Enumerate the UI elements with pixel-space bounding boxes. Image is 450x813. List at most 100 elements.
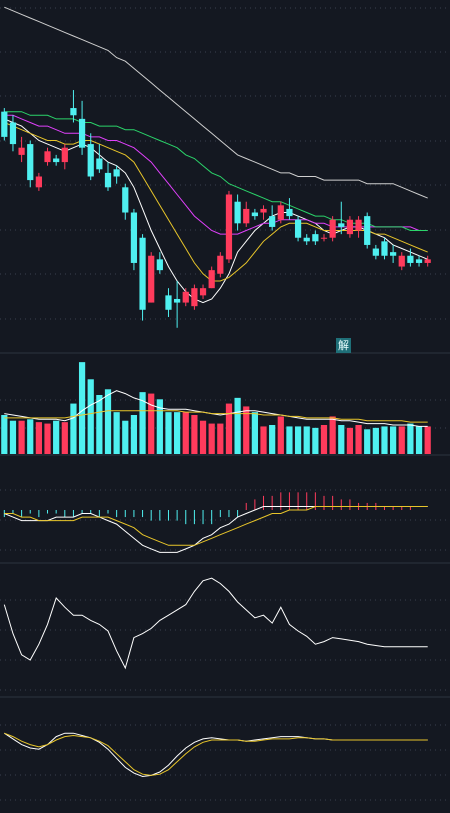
candle-body bbox=[390, 252, 397, 256]
volume-bar bbox=[156, 399, 163, 454]
volume-bar bbox=[96, 395, 103, 454]
candle-body bbox=[243, 208, 250, 224]
candle-body bbox=[9, 122, 17, 145]
volume-bar bbox=[234, 397, 241, 454]
candle-body bbox=[139, 237, 146, 310]
volume-bar bbox=[338, 425, 345, 454]
candle-body bbox=[398, 255, 405, 267]
candle-body bbox=[234, 201, 241, 224]
candle-body bbox=[35, 176, 42, 188]
volume-ma-line bbox=[4, 410, 428, 423]
volume-bar bbox=[139, 392, 146, 454]
oscillator-line bbox=[3, 577, 428, 670]
candle-body bbox=[61, 147, 68, 163]
volume-bar bbox=[27, 419, 34, 454]
volume-bar bbox=[217, 423, 224, 454]
candle-body bbox=[217, 255, 224, 274]
candle-body bbox=[165, 295, 172, 310]
volume-bar bbox=[165, 412, 172, 454]
candle-body bbox=[312, 234, 319, 242]
volume-bar bbox=[372, 427, 379, 454]
candle-body bbox=[260, 208, 267, 213]
candle-body bbox=[320, 237, 328, 239]
volume-bar bbox=[424, 426, 431, 454]
candle-body bbox=[182, 291, 189, 303]
macd-dea-line bbox=[4, 506, 428, 546]
candle-body bbox=[148, 255, 155, 303]
volume-bar bbox=[53, 420, 60, 454]
candle-body bbox=[372, 248, 379, 256]
volume-bar bbox=[113, 412, 120, 454]
volume-bar bbox=[260, 426, 267, 454]
candle-body bbox=[303, 237, 310, 242]
volume-bar bbox=[44, 423, 51, 454]
volume-bar bbox=[407, 423, 414, 454]
volume-bar bbox=[303, 426, 310, 454]
candle-body bbox=[346, 219, 354, 235]
candle-body bbox=[381, 241, 388, 256]
volume-bar bbox=[1, 415, 8, 454]
price-ma-line bbox=[4, 122, 428, 282]
candle-body bbox=[130, 212, 138, 263]
volume-bar bbox=[182, 412, 189, 454]
candle-body bbox=[70, 108, 77, 116]
volume-bar bbox=[191, 415, 198, 454]
candle-body bbox=[415, 259, 423, 263]
volume-bar bbox=[122, 420, 129, 454]
candle-body bbox=[156, 259, 163, 271]
price-ma-line bbox=[4, 111, 428, 231]
candle-body bbox=[424, 259, 431, 263]
candle-body bbox=[87, 144, 94, 177]
volume-bar bbox=[148, 393, 155, 454]
volume-bar bbox=[70, 403, 77, 454]
volume-bar bbox=[18, 420, 25, 454]
volume-bar bbox=[320, 425, 328, 454]
volume-bar bbox=[286, 426, 293, 454]
candle-body bbox=[78, 118, 86, 148]
volume-bar bbox=[35, 422, 42, 454]
volume-bar bbox=[225, 403, 233, 454]
price-ma-line bbox=[4, 118, 428, 304]
volume-bar bbox=[9, 420, 17, 454]
candle-body bbox=[208, 270, 215, 289]
volume-bar bbox=[104, 389, 112, 454]
signal-badge[interactable]: 解 bbox=[336, 338, 351, 353]
volume-bar bbox=[294, 426, 302, 454]
volume-bar bbox=[78, 362, 86, 454]
volume-bar bbox=[87, 379, 94, 454]
candle-body bbox=[53, 158, 60, 163]
candle-body bbox=[294, 219, 302, 238]
volume-bar bbox=[312, 427, 319, 454]
kd-d-line bbox=[4, 732, 428, 776]
macd-dif-line bbox=[4, 506, 428, 553]
volume-bar bbox=[329, 416, 336, 454]
volume-ma-line bbox=[4, 390, 428, 427]
volume-bar bbox=[381, 426, 388, 454]
volume-bar bbox=[61, 422, 68, 454]
candle-body bbox=[286, 208, 293, 217]
candle-body bbox=[44, 151, 51, 163]
volume-bar bbox=[277, 416, 284, 454]
volume-bar bbox=[269, 425, 276, 454]
candle-body bbox=[113, 169, 120, 177]
volume-bar bbox=[398, 426, 405, 454]
volume-bar bbox=[346, 427, 354, 454]
volume-bar bbox=[390, 426, 397, 454]
candle-body bbox=[364, 216, 371, 245]
candle-body bbox=[96, 158, 103, 170]
volume-bar bbox=[415, 426, 423, 454]
candle-body bbox=[174, 298, 181, 303]
volume-bar bbox=[208, 423, 215, 454]
candle-body bbox=[1, 111, 8, 137]
volume-bar bbox=[199, 420, 207, 454]
candle-body bbox=[329, 219, 336, 238]
candle-body bbox=[251, 212, 258, 217]
volume-bar bbox=[174, 412, 181, 454]
candle-body bbox=[225, 194, 233, 260]
volume-bar bbox=[251, 412, 258, 454]
candle-body bbox=[338, 223, 345, 227]
volume-bar bbox=[364, 429, 371, 454]
price-ma-line bbox=[4, 6, 428, 199]
